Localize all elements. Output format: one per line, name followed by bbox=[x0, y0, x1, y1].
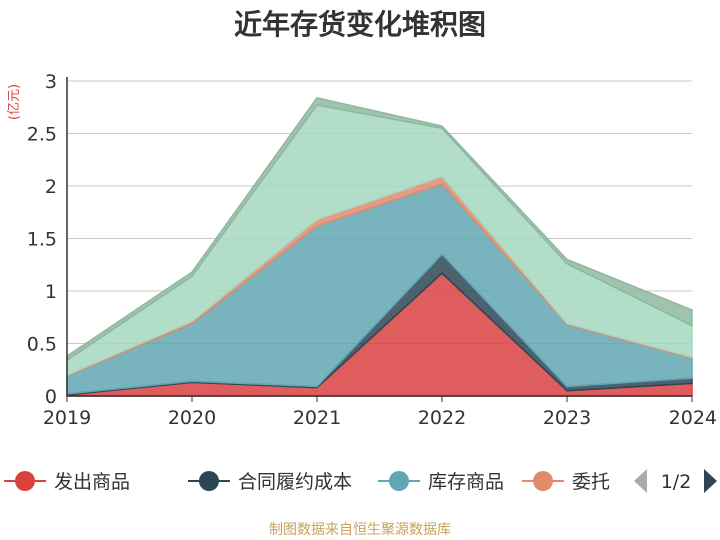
legend-marker bbox=[15, 471, 35, 491]
x-tick-label: 2021 bbox=[293, 407, 341, 429]
legend: 发出商品 合同履约成本 库存商品 委托 1/2 bbox=[4, 469, 717, 493]
legend-label: 库存商品 bbox=[428, 471, 504, 493]
legend-label: 委托 bbox=[572, 471, 610, 493]
area-series bbox=[66, 97, 693, 397]
y-tick-label: 1 bbox=[45, 281, 57, 303]
x-tick-label: 2020 bbox=[168, 407, 216, 429]
legend-label: 发出商品 bbox=[54, 471, 130, 493]
x-tick-label: 2022 bbox=[418, 407, 466, 429]
x-tick-label: 2024 bbox=[669, 407, 717, 429]
y-tick-label: 3 bbox=[45, 71, 57, 93]
axes: 0 0.5 1 1.5 2 2.5 3 2019 2020 2021 2022 2023 2024 bbox=[27, 71, 717, 429]
chart-title: 近年存货变化堆积图 bbox=[234, 8, 486, 41]
y-tick-label: 2 bbox=[45, 176, 57, 198]
x-tick-label: 2023 bbox=[543, 407, 591, 429]
y-tick-label: 2.5 bbox=[27, 124, 57, 146]
legend-prev-arrow-icon[interactable] bbox=[634, 469, 647, 493]
y-axis-unit: (亿元) bbox=[7, 84, 22, 120]
legend-label: 合同履约成本 bbox=[238, 471, 352, 493]
legend-next-arrow-icon[interactable] bbox=[704, 469, 717, 493]
y-tick-label: 0 bbox=[45, 386, 57, 408]
area-series-6 bbox=[66, 97, 693, 362]
legend-marker bbox=[389, 471, 409, 491]
legend-marker bbox=[199, 471, 219, 491]
x-tick-label: 2019 bbox=[43, 407, 91, 429]
data-source-note: 制图数据来自恒生聚源数据库 bbox=[269, 522, 451, 538]
legend-page-indicator: 1/2 bbox=[661, 471, 692, 493]
y-tick-label: 0.5 bbox=[27, 334, 57, 356]
legend-marker bbox=[533, 471, 553, 491]
y-tick-label: 1.5 bbox=[27, 229, 57, 251]
